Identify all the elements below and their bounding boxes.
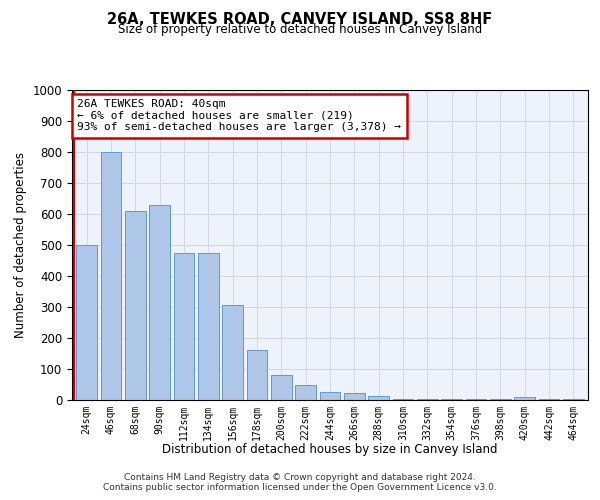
Bar	[173, 252, 194, 400]
Bar	[514, 397, 535, 400]
Bar	[222, 306, 243, 400]
Text: Contains public sector information licensed under the Open Government Licence v3: Contains public sector information licen…	[103, 482, 497, 492]
Bar	[271, 375, 292, 400]
Text: Size of property relative to detached houses in Canvey Island: Size of property relative to detached ho…	[118, 22, 482, 36]
Bar	[247, 350, 268, 400]
Bar	[344, 393, 365, 400]
Bar	[101, 152, 121, 400]
Text: 26A TEWKES ROAD: 40sqm
← 6% of detached houses are smaller (219)
93% of semi-det: 26A TEWKES ROAD: 40sqm ← 6% of detached …	[77, 100, 401, 132]
Text: Contains HM Land Registry data © Crown copyright and database right 2024.: Contains HM Land Registry data © Crown c…	[124, 472, 476, 482]
Bar	[198, 252, 218, 400]
Bar	[76, 245, 97, 400]
Bar	[149, 204, 170, 400]
Text: 26A, TEWKES ROAD, CANVEY ISLAND, SS8 8HF: 26A, TEWKES ROAD, CANVEY ISLAND, SS8 8HF	[107, 12, 493, 28]
Bar	[320, 392, 340, 400]
Bar	[368, 396, 389, 400]
Text: Distribution of detached houses by size in Canvey Island: Distribution of detached houses by size …	[162, 442, 498, 456]
Bar	[125, 211, 146, 400]
Bar	[392, 399, 413, 400]
Y-axis label: Number of detached properties: Number of detached properties	[14, 152, 27, 338]
Bar	[295, 386, 316, 400]
